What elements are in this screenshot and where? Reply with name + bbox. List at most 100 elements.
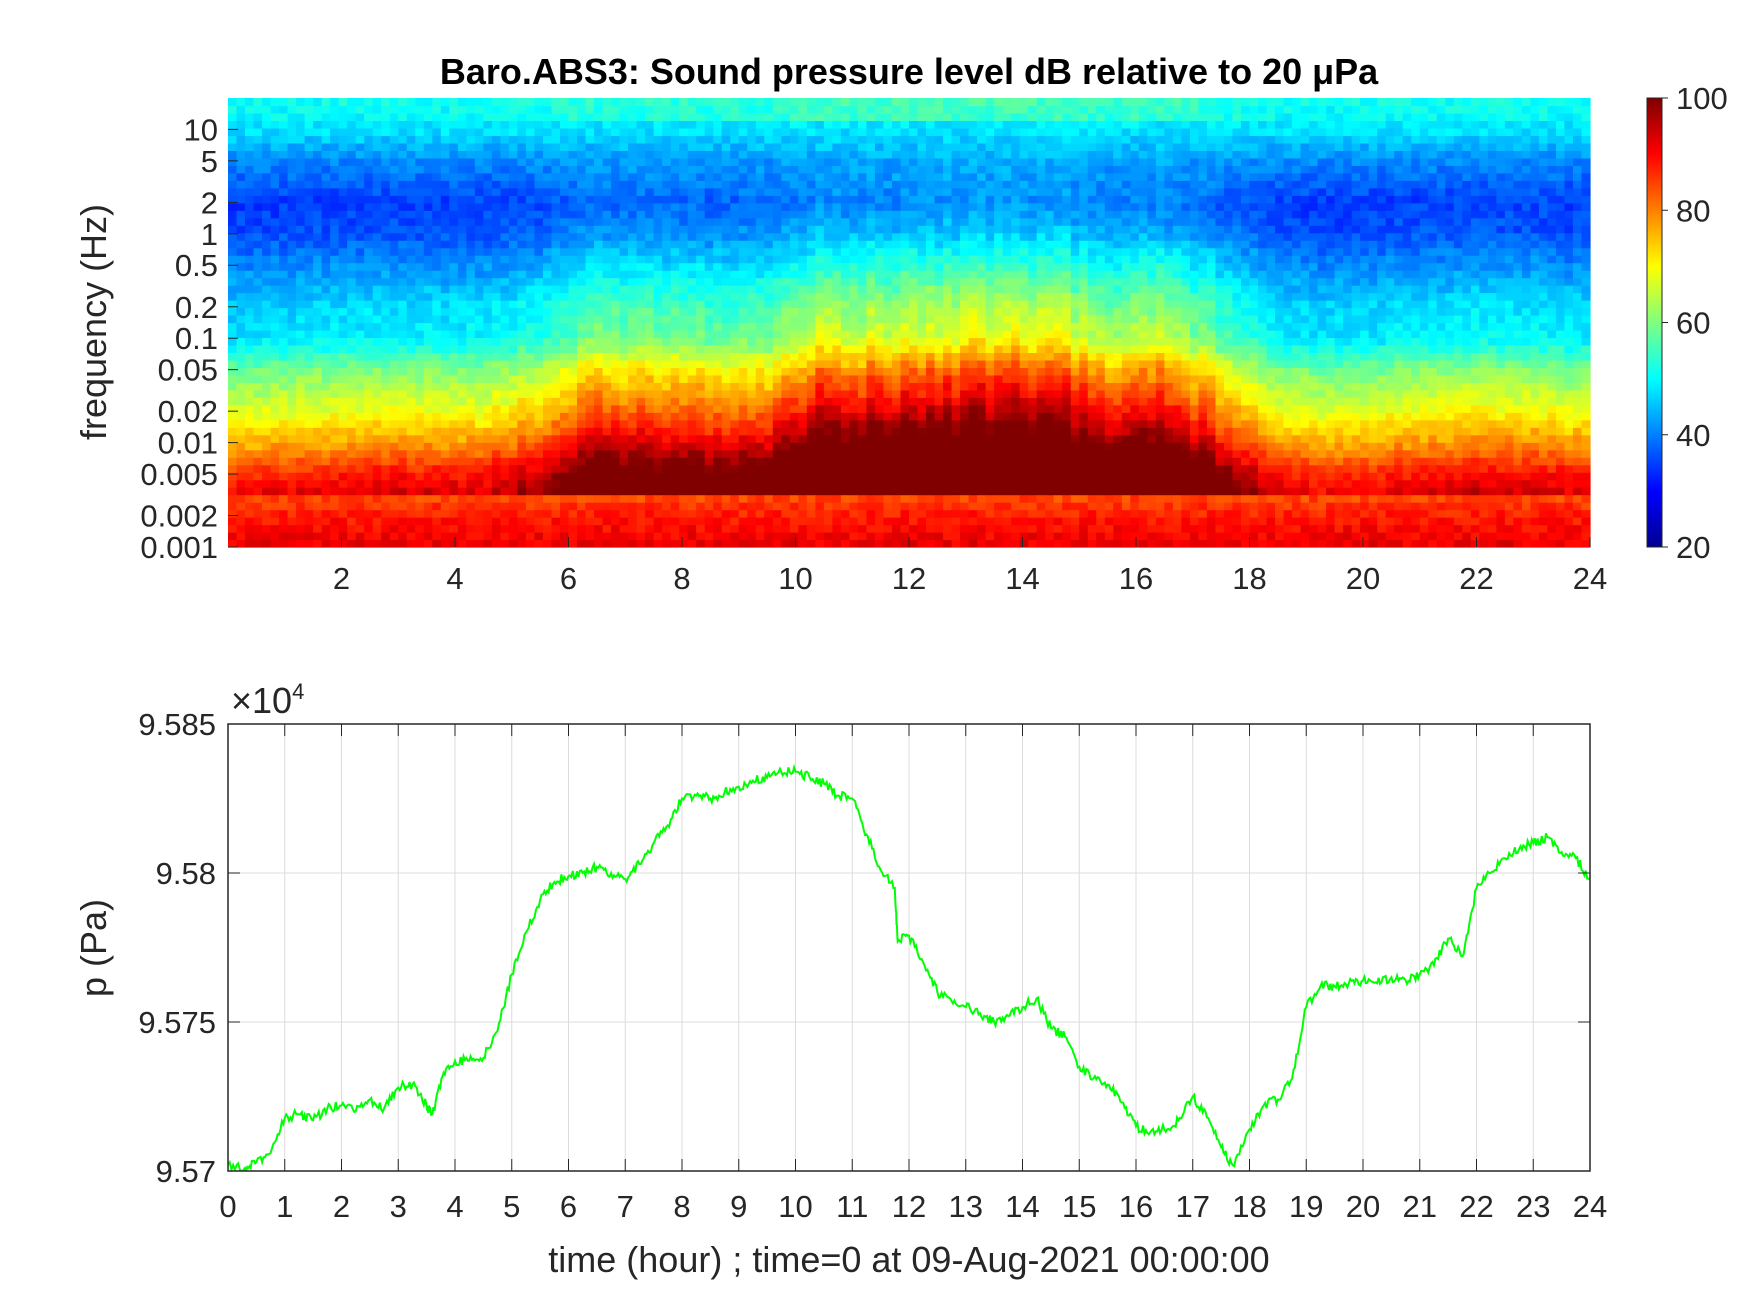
heatmap-cell <box>330 142 340 151</box>
heatmap-cell <box>262 120 272 129</box>
heatmap-cell <box>628 187 638 196</box>
heatmap-cell <box>926 165 936 174</box>
heatmap-cell <box>415 172 425 181</box>
heatmap-cell <box>381 247 391 256</box>
heatmap-cell <box>926 509 936 518</box>
heatmap-cell <box>279 157 289 166</box>
heatmap-cell <box>645 449 655 458</box>
heatmap-cell <box>874 539 885 548</box>
heatmap-cell <box>440 487 450 496</box>
heatmap-cell <box>338 180 348 189</box>
heatmap-cell <box>900 240 910 249</box>
heatmap-cell <box>253 532 263 541</box>
heatmap-cell <box>721 374 731 383</box>
heatmap-cell <box>840 98 851 107</box>
heatmap-cell <box>747 232 757 241</box>
heatmap-cell <box>228 434 238 443</box>
heatmap-cell <box>347 195 357 204</box>
heatmap-cell <box>602 217 612 226</box>
heatmap-cell <box>338 292 348 301</box>
heatmap-cell <box>679 187 689 196</box>
heatmap-cell <box>815 419 825 428</box>
heatmap-cell <box>806 180 816 189</box>
heatmap-cell <box>389 150 399 159</box>
heatmap-cell <box>789 195 799 204</box>
heatmap-cell <box>645 359 655 368</box>
heatmap-cell <box>432 502 442 511</box>
heatmap-cell <box>806 217 816 226</box>
heatmap-cell <box>815 382 825 391</box>
heatmap-cell <box>364 150 374 159</box>
heatmap-cell <box>542 374 553 383</box>
heatmap-cell <box>628 539 638 548</box>
heatmap-cell <box>355 172 365 181</box>
heatmap-cell <box>559 322 570 331</box>
heatmap-cell <box>398 255 408 264</box>
heatmap-cell <box>619 367 629 376</box>
heatmap-cell <box>611 165 621 174</box>
heatmap-cell <box>806 120 816 129</box>
heatmap-cell <box>296 285 306 294</box>
heatmap-cell <box>730 517 740 526</box>
heatmap-cell <box>253 172 263 181</box>
heatmap-cell <box>568 487 578 496</box>
heatmap-cell <box>568 352 578 361</box>
heatmap-cell <box>381 127 391 137</box>
heatmap-cell <box>585 374 595 383</box>
heatmap-cell <box>909 397 919 406</box>
heatmap-cell <box>355 165 365 174</box>
heatmap-cell <box>270 434 280 443</box>
heatmap-cell <box>508 532 519 541</box>
heatmap-cell <box>764 502 774 511</box>
heatmap-cell <box>466 539 476 548</box>
heatmap-cell <box>381 532 391 541</box>
heatmap-cell <box>525 277 536 286</box>
heatmap-cell <box>508 389 519 398</box>
heatmap-cell <box>747 255 757 264</box>
heatmap-cell <box>611 277 621 286</box>
heatmap-cell <box>857 539 868 548</box>
heatmap-cell <box>857 157 868 166</box>
heatmap-cell <box>645 509 655 518</box>
heatmap-cell <box>670 337 680 346</box>
heatmap-cell <box>628 502 638 511</box>
heatmap-cell <box>423 315 433 324</box>
heatmap-cell <box>619 329 629 339</box>
heatmap-cell <box>611 457 621 466</box>
heatmap-cell <box>764 487 774 496</box>
heatmap-cell <box>874 142 885 151</box>
heatmap-cell <box>364 187 374 196</box>
heatmap-cell <box>738 434 748 443</box>
heatmap-cell <box>296 329 306 339</box>
heatmap-cell <box>559 105 570 114</box>
heatmap-cell <box>679 479 689 488</box>
heatmap-cell <box>364 98 374 107</box>
heatmap-cell <box>900 150 910 159</box>
heatmap-cell <box>662 180 672 189</box>
heatmap-cell <box>704 285 714 294</box>
heatmap-cell <box>483 322 493 331</box>
heatmap-cell <box>738 517 748 526</box>
heatmap-cell <box>449 165 459 174</box>
heatmap-cell <box>287 412 297 421</box>
heatmap-cell <box>926 322 936 331</box>
heatmap-cell <box>806 397 816 406</box>
heatmap-cell <box>713 337 723 346</box>
heatmap-cell <box>279 479 289 488</box>
heatmap-cell <box>789 382 799 391</box>
heatmap-cell <box>866 202 876 211</box>
heatmap-cell <box>355 255 365 264</box>
heatmap-cell <box>440 98 450 107</box>
heatmap-cell <box>372 494 382 503</box>
heatmap-cell <box>338 240 348 249</box>
heatmap-cell <box>568 105 578 114</box>
heatmap-cell <box>474 120 484 129</box>
heatmap-cell <box>508 120 519 129</box>
heatmap-cell <box>798 464 808 473</box>
heatmap-cell <box>432 277 442 286</box>
heatmap-cell <box>883 359 893 368</box>
heatmap-cell <box>789 150 799 159</box>
heatmap-cell <box>415 442 425 451</box>
heatmap-cell <box>474 322 484 331</box>
heatmap-cell <box>347 524 357 533</box>
